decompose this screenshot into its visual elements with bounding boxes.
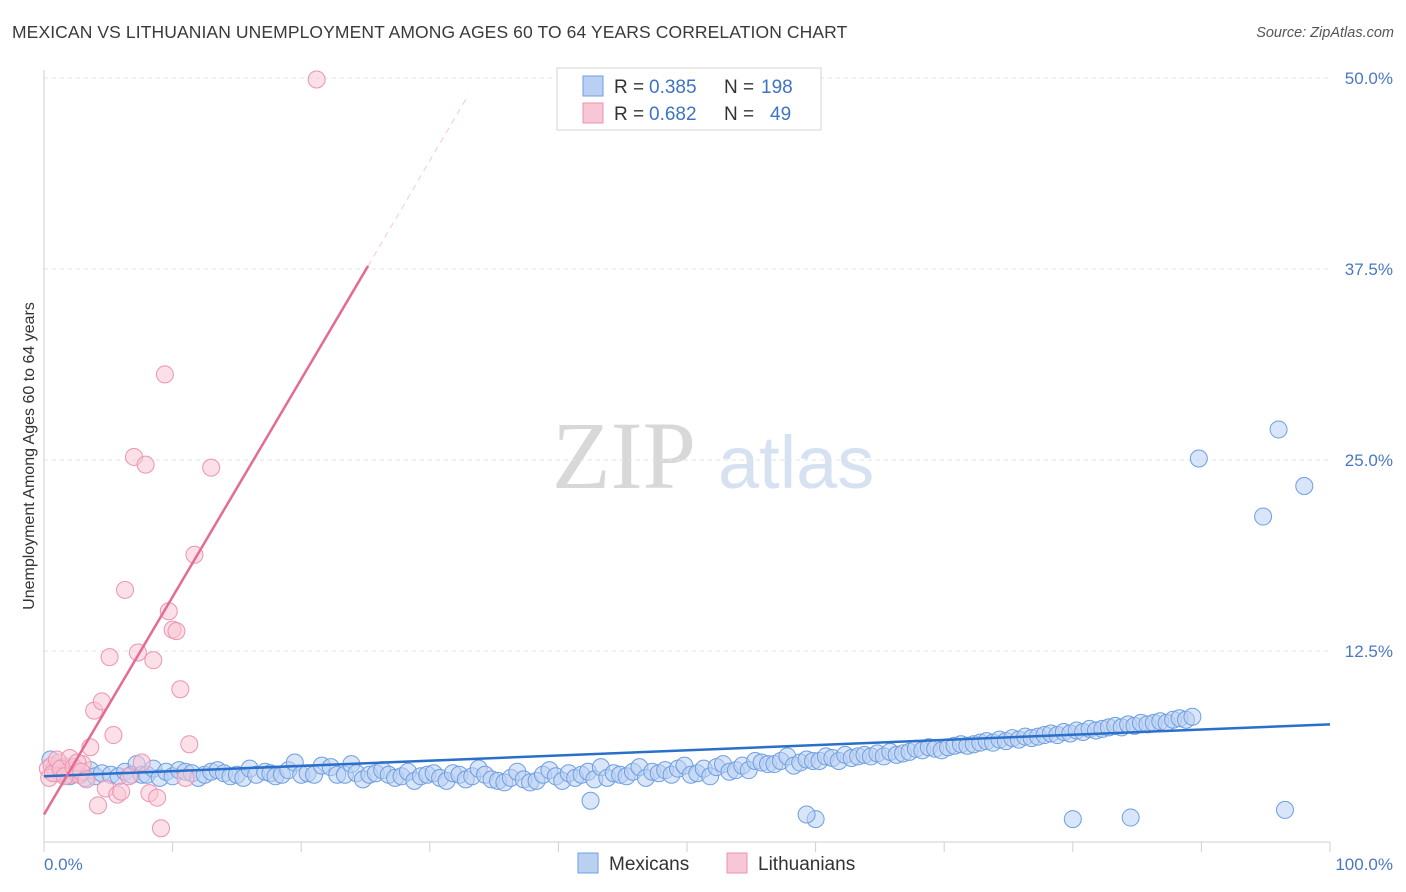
series-legend-swatch-mexicans — [577, 852, 599, 874]
legend-swatch-lithuanians — [582, 102, 604, 124]
x-tick-label-max: 100.0% — [1335, 855, 1393, 874]
legend-n-label: N = — [724, 77, 754, 98]
data-point — [1295, 476, 1314, 495]
data-point — [1189, 449, 1208, 468]
x-tick-label-min: 0.0% — [44, 855, 83, 874]
y-axis-label: Unemployment Among Ages 60 to 64 years — [21, 302, 38, 610]
mexicans-trend-line — [43, 723, 1331, 778]
watermark: ZIP atlas — [552, 402, 874, 509]
grid-lines — [44, 77, 1330, 652]
data-point — [797, 805, 816, 824]
data-point — [100, 648, 119, 667]
data-point — [307, 70, 326, 89]
lithuanians-trend-line — [42, 265, 370, 816]
watermark-zip: ZIP — [552, 402, 696, 509]
data-point — [119, 767, 138, 786]
legend-r-label: R = — [614, 104, 644, 125]
stats-legend: R = 0.385 N = 198 R = 0.682 N = 49 — [556, 67, 822, 131]
data-point — [1063, 810, 1082, 829]
data-point — [1254, 507, 1273, 526]
data-point — [581, 791, 600, 810]
data-point — [1121, 808, 1140, 827]
series-legend-swatch-lithuanians — [726, 852, 748, 874]
y-tick-label: 25.0% — [1345, 451, 1393, 470]
data-point — [202, 458, 221, 477]
y-tick-label: 37.5% — [1345, 260, 1393, 279]
data-point — [180, 735, 199, 754]
data-point — [112, 782, 131, 801]
lithuanians-points — [38, 70, 326, 838]
series-legend-lithuanians: Lithuanians — [758, 854, 855, 875]
lithuanians-trend-extension — [367, 94, 469, 267]
data-point — [148, 788, 167, 807]
source-label: Source: ZipAtlas.com — [1256, 25, 1394, 41]
data-point — [132, 753, 151, 772]
data-point — [1183, 707, 1202, 726]
data-point — [144, 651, 163, 670]
legend-n-value: 49 — [770, 104, 791, 125]
y-tick-label: 50.0% — [1345, 69, 1393, 88]
data-point — [136, 455, 155, 474]
data-point — [171, 680, 190, 699]
legend-r-value: 0.682 — [649, 104, 697, 125]
legend-n-value: 198 — [761, 77, 793, 98]
data-point — [155, 365, 174, 384]
legend-swatch-mexicans — [582, 75, 604, 97]
data-point — [116, 580, 135, 599]
data-point — [1269, 420, 1288, 439]
y-tick-label: 12.5% — [1345, 642, 1393, 661]
y-tick-labels: 12.5% 25.0% 37.5% 50.0% — [1345, 69, 1393, 661]
data-point — [152, 819, 171, 838]
series-legend-mexicans: Mexicans — [609, 854, 689, 875]
data-point — [89, 796, 108, 815]
chart-title: MEXICAN VS LITHUANIAN UNEMPLOYMENT AMONG… — [12, 22, 848, 42]
x-axis-ticks — [43, 842, 1331, 852]
data-point — [167, 622, 186, 641]
watermark-atlas: atlas — [718, 421, 874, 504]
data-point — [1275, 800, 1294, 819]
legend-r-label: R = — [614, 77, 644, 98]
data-point — [104, 726, 123, 745]
data-point — [176, 768, 195, 787]
legend-r-value: 0.385 — [649, 77, 697, 98]
series-legend: Mexicans Lithuanians — [577, 852, 855, 875]
legend-n-label: N = — [724, 104, 754, 125]
